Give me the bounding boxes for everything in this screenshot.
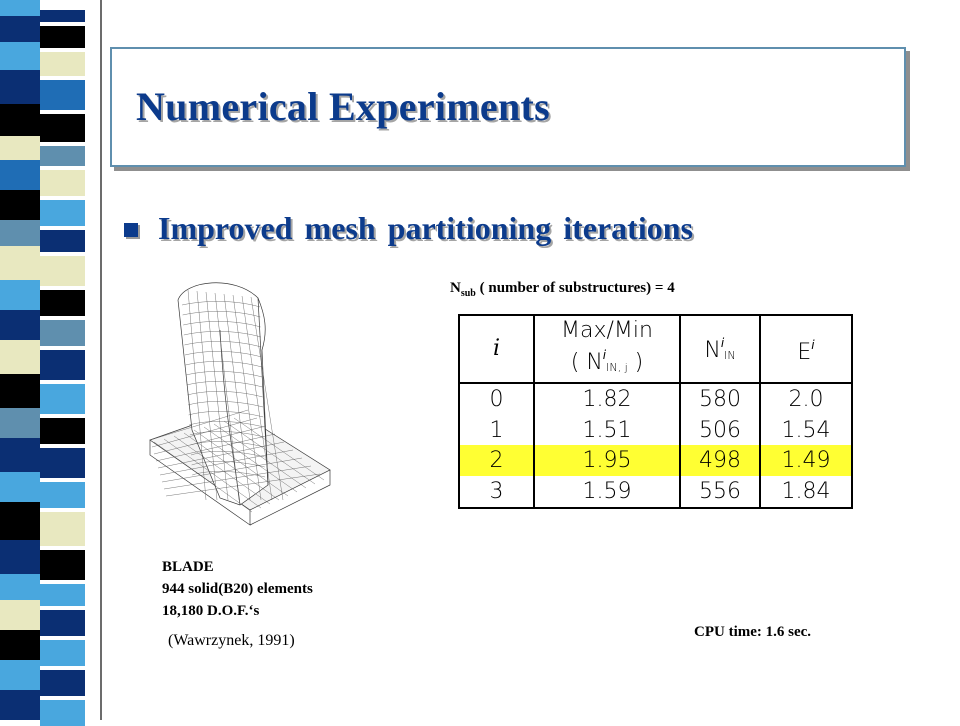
nsub-subscript: sub [460, 288, 476, 299]
cpu-time-label: CPU time: 1.6 sec. [694, 624, 812, 640]
cell-ratio: 1.82 [533, 383, 681, 415]
cell-i: 0 [458, 383, 535, 415]
cell-nin: 498 [679, 445, 761, 477]
nsub-symbol: N [450, 280, 461, 296]
model-citation: (Wawrzynek, 1991) [168, 632, 295, 649]
model-name: BLADE [162, 559, 214, 575]
cell-e: 1.54 [759, 414, 853, 446]
bullet-text: Improved mesh partitioning iterations [158, 210, 693, 246]
blade-mesh-figure [149, 282, 331, 526]
cell-nin: 506 [679, 414, 761, 446]
cell-i: 3 [458, 476, 535, 509]
header-e: Ei [759, 314, 853, 384]
model-dof: 18,180 D.O.F.‘s [162, 603, 260, 619]
cell-nin: 556 [679, 476, 761, 509]
table-row: 2 1.95 498 1.49 [458, 445, 853, 477]
header-maxmin-top: Max/Min [561, 317, 653, 343]
cell-ratio: 1.59 [533, 476, 681, 509]
header-i: i [458, 314, 535, 384]
title-box: Numerical Experiments [110, 47, 906, 167]
cell-e: 2.0 [759, 383, 853, 415]
cell-ratio: 1.95 [533, 445, 681, 477]
table-row: 1 1.51 506 1.54 [458, 414, 853, 446]
nsub-text: ( number of substructures) = 4 [475, 280, 675, 296]
cell-e: 1.49 [759, 445, 853, 477]
table-header-row: i Max/Min ( NiIN, j ) NiIN Ei [458, 314, 853, 384]
page-title: Numerical Experiments [136, 84, 550, 129]
header-maxmin-bottom: ( NiIN, j ) [570, 347, 644, 375]
header-nin: NiIN [679, 314, 761, 384]
model-elements: 944 solid(B20) elements [162, 581, 313, 597]
nsub-label: Nsub ( number of substructures) = 4 [450, 280, 675, 299]
cell-nin: 580 [679, 383, 761, 415]
cell-ratio: 1.51 [533, 414, 681, 446]
table-row: 3 1.59 556 1.84 [458, 476, 853, 509]
results-table: i Max/Min ( NiIN, j ) NiIN Ei 0 1.82 580 2.… [458, 314, 853, 509]
table-row: 0 1.82 580 2.0 [458, 383, 853, 415]
decorative-side-strip [0, 0, 108, 726]
cell-i: 1 [458, 414, 535, 446]
cell-i: 2 [458, 445, 535, 477]
header-maxmin: Max/Min ( NiIN, j ) [533, 314, 681, 384]
cell-e: 1.84 [759, 476, 853, 509]
square-bullet-icon [124, 223, 138, 237]
